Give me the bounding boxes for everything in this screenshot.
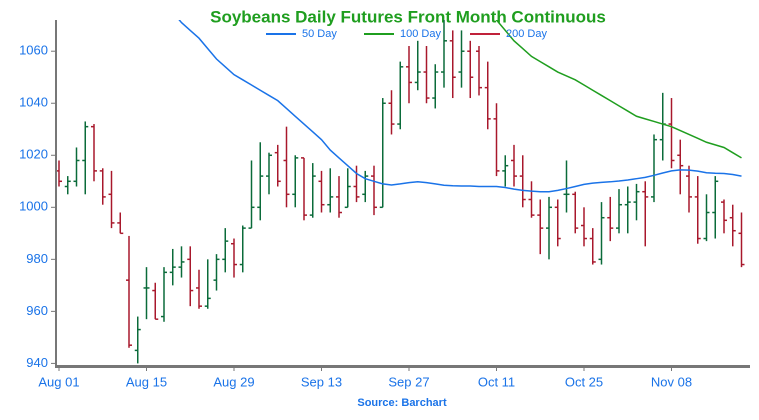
legend-text: 200 Day [506,28,547,40]
x-tick-label: Aug 01 [38,374,79,389]
x-tick-label: Oct 25 [565,374,603,389]
chart-title: Soybeans Daily Futures Front Month Conti… [210,7,606,26]
x-tick-label: Aug 29 [213,374,254,389]
legend-text: 50 Day [302,28,337,40]
y-tick-label: 1060 [19,43,48,58]
x-tick-label: Oct 11 [478,374,515,389]
y-tick-label: 940 [26,355,48,370]
y-tick-label: 1020 [19,147,48,162]
moving-average-line [178,20,742,193]
x-tick-label: Nov 08 [651,374,692,389]
x-tick-label: Aug 15 [126,374,167,389]
y-tick-label: 980 [26,251,48,266]
y-tick-label: 960 [26,303,48,318]
y-tick-label: 1000 [19,199,48,214]
legend-text: 100 Day [400,28,441,40]
x-tick-label: Sep 13 [301,374,342,389]
x-tick-label: Sep 27 [388,374,429,389]
moving-average-line [495,20,742,159]
y-tick-label: 1040 [19,95,48,110]
source-note: Source: Barchart [357,397,447,409]
plot-area [56,20,745,364]
